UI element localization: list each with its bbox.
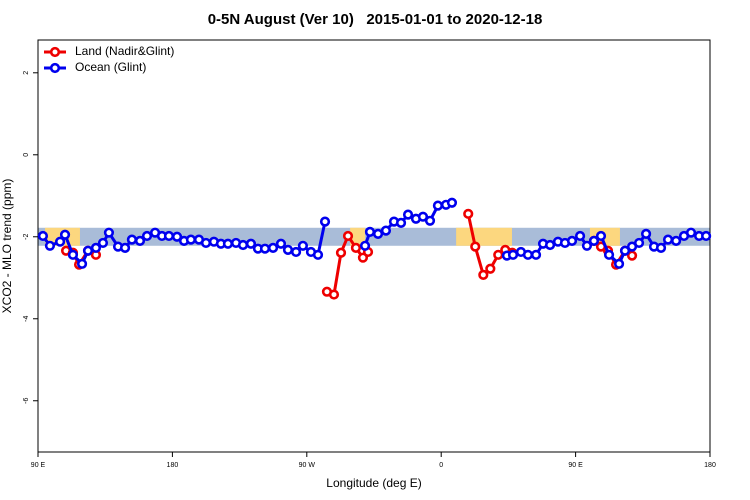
data-point bbox=[185, 234, 197, 245]
data-point bbox=[701, 230, 712, 242]
x-tick-label: 180 bbox=[167, 462, 179, 469]
data-point bbox=[297, 240, 309, 251]
data-point bbox=[134, 235, 146, 246]
data-point bbox=[432, 200, 444, 211]
legend-marker bbox=[49, 46, 61, 58]
data-point bbox=[222, 238, 234, 249]
x-tick-label: 90 E bbox=[31, 462, 46, 469]
data-point bbox=[544, 239, 556, 251]
data-point bbox=[640, 228, 652, 240]
data-point bbox=[76, 258, 88, 269]
data-point bbox=[685, 227, 697, 238]
data-point bbox=[282, 244, 294, 255]
data-point bbox=[530, 249, 542, 260]
data-point bbox=[171, 231, 183, 242]
data-point bbox=[595, 230, 607, 242]
y-tick-label: -2 bbox=[23, 234, 30, 240]
plot-frame bbox=[37, 39, 711, 453]
data-point bbox=[662, 234, 674, 245]
data-point bbox=[259, 243, 271, 254]
land-band bbox=[350, 227, 366, 246]
y-tick-label: 2 bbox=[23, 71, 30, 75]
data-point bbox=[350, 242, 362, 253]
data-point bbox=[55, 236, 66, 247]
data-point bbox=[619, 245, 631, 256]
y-tick-label: -6 bbox=[23, 398, 30, 404]
data-point bbox=[588, 235, 600, 246]
data-point bbox=[671, 235, 682, 246]
data-point bbox=[522, 249, 534, 260]
x-tick-label: 0 bbox=[439, 462, 443, 469]
data-point bbox=[574, 230, 586, 242]
data-point bbox=[141, 230, 153, 242]
data-point bbox=[275, 238, 287, 249]
data-point bbox=[470, 241, 481, 252]
data-point bbox=[463, 208, 474, 219]
data-point bbox=[613, 258, 625, 269]
data-point bbox=[335, 247, 347, 258]
data-point bbox=[82, 245, 94, 256]
data-point bbox=[626, 250, 638, 261]
y-axis-label: XCO2 - MLO trend (ppm) bbox=[0, 179, 14, 314]
data-point bbox=[372, 228, 384, 240]
x-tick-label: 90 E bbox=[568, 462, 583, 469]
data-point bbox=[59, 229, 71, 240]
legend-marker bbox=[49, 62, 61, 74]
data-point bbox=[424, 215, 436, 226]
legend-label: Ocean (Glint) bbox=[75, 60, 146, 74]
land-band bbox=[456, 227, 512, 246]
data-point bbox=[267, 242, 279, 253]
data-point bbox=[478, 269, 489, 281]
data-point bbox=[200, 237, 212, 249]
data-point bbox=[655, 242, 667, 253]
data-point bbox=[359, 240, 371, 251]
data-point bbox=[97, 237, 109, 249]
data-point bbox=[37, 230, 49, 242]
data-point bbox=[312, 249, 324, 260]
data-point bbox=[507, 249, 519, 260]
x-tick-label: 90 W bbox=[299, 462, 316, 469]
data-point bbox=[245, 238, 257, 249]
data-point bbox=[402, 209, 414, 220]
series-line bbox=[65, 213, 633, 297]
data-point bbox=[103, 227, 115, 238]
data-point bbox=[446, 197, 458, 208]
data-point bbox=[380, 225, 392, 236]
data-point bbox=[290, 246, 302, 258]
data-point bbox=[395, 217, 407, 228]
data-point bbox=[603, 249, 615, 260]
data-point bbox=[485, 263, 496, 274]
data-point bbox=[342, 230, 354, 242]
data-point bbox=[417, 211, 429, 222]
y-tick-label: -4 bbox=[23, 316, 30, 322]
data-point bbox=[163, 230, 175, 242]
x-axis-label: Longitude (deg E) bbox=[326, 476, 421, 490]
data-point bbox=[364, 226, 376, 237]
data-point bbox=[237, 239, 249, 251]
y-tick-label: 0 bbox=[23, 153, 30, 157]
chart-title: 0-5N August (Ver 10) 2015-01-01 to 2020-… bbox=[208, 11, 543, 28]
data-point bbox=[566, 235, 578, 246]
data-point bbox=[90, 242, 102, 253]
x-tick-label: 180 bbox=[704, 462, 716, 469]
data-point bbox=[328, 289, 340, 300]
data-point bbox=[67, 249, 79, 260]
data-point bbox=[581, 240, 593, 251]
data-point bbox=[633, 237, 645, 249]
data-point bbox=[44, 240, 56, 251]
legend-label: Land (Nadir&Glint) bbox=[75, 44, 174, 58]
data-point bbox=[119, 242, 131, 253]
data-point bbox=[126, 234, 138, 245]
data-point bbox=[319, 216, 331, 227]
